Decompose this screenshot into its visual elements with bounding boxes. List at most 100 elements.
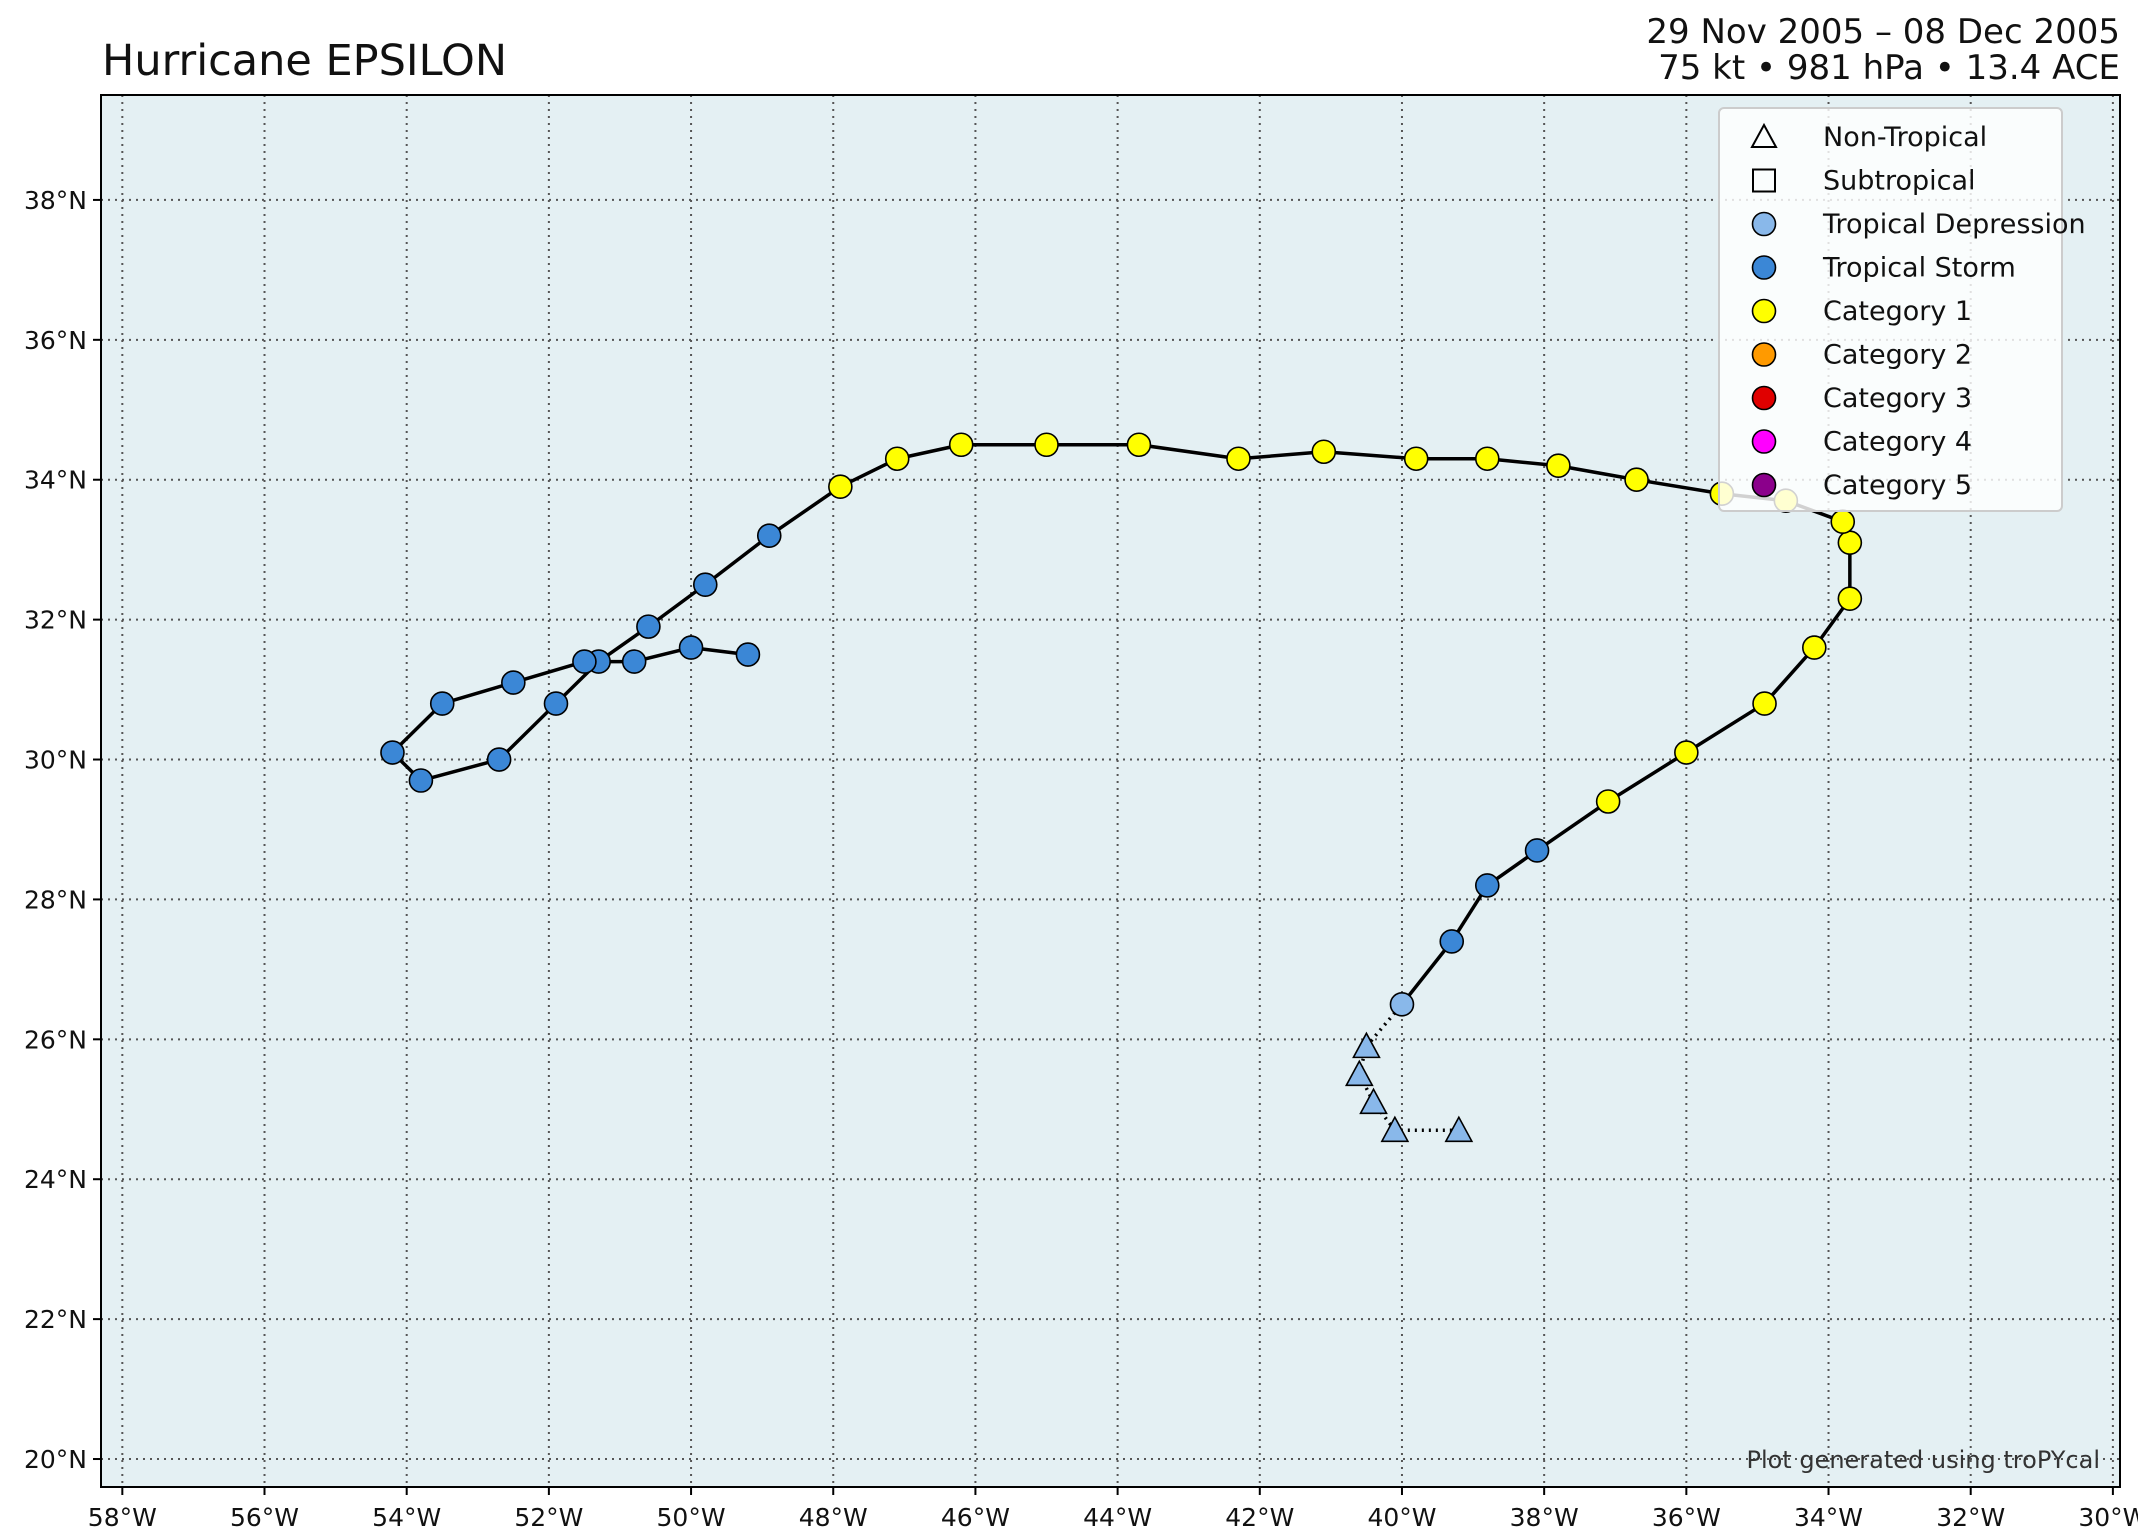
track-point-nontropical: [1344, 1059, 1374, 1087]
legend-marker-square: [1752, 168, 1776, 193]
legend-label: Category 1: [1823, 296, 1972, 327]
track-point: [756, 523, 782, 548]
track-segment: [768, 485, 842, 538]
track-point: [1830, 509, 1856, 534]
legend-label: Tropical Depression: [1822, 209, 2086, 240]
legend-label: Non-Tropical: [1823, 122, 1987, 153]
track-point: [408, 768, 434, 793]
y-tick-label: 28°N: [24, 885, 87, 914]
track-segment: [420, 757, 500, 783]
legend-label: Tropical Storm: [1822, 253, 2016, 284]
track-segment: [441, 680, 514, 706]
legend-marker-circle: [1751, 211, 1777, 237]
x-tick-label: 32°W: [1936, 1503, 2005, 1532]
track-point: [1439, 929, 1465, 954]
legend-marker-circle: [1751, 342, 1777, 367]
track-point: [1126, 432, 1152, 458]
track-point-nontropical: [1352, 1031, 1381, 1059]
track-point: [1546, 453, 1571, 479]
legend-marker-circle: [1751, 298, 1777, 324]
track-point: [948, 432, 974, 458]
y-axis-ticks: 20°N 22°N 24°N 26°N 28°N 30°N 32°N 34°N 36°N 38°N: [24, 186, 101, 1474]
legend-label: Category 3: [1823, 383, 1972, 414]
x-tick-label: 48°W: [799, 1503, 868, 1532]
track-point: [735, 642, 761, 667]
track-segment: [1636, 477, 1723, 496]
track-segment: [1607, 751, 1688, 803]
track-point: [692, 572, 718, 597]
track-point: [1524, 838, 1550, 863]
track-point: [1034, 432, 1059, 458]
y-tick-label: 20°N: [24, 1445, 87, 1474]
legend-label: Category 2: [1823, 340, 1972, 371]
legend-marker-circle: [1751, 472, 1777, 498]
track-point: [1837, 586, 1863, 611]
legend-label: Category 5: [1823, 470, 1972, 501]
y-tick-label: 38°N: [24, 186, 87, 215]
track-point: [1474, 446, 1500, 472]
storm-stats: 75 kt • 981 hPa • 13.4 ACE: [1658, 48, 2120, 88]
track-point: [636, 614, 661, 639]
track-point: [884, 446, 910, 472]
x-tick-label: 40°W: [1367, 1503, 1436, 1532]
credit-text: Plot generated using troPYcal: [1746, 1446, 2100, 1474]
map-title: Hurricane EPSILON: [102, 36, 508, 86]
track-point: [1311, 439, 1337, 465]
legend-marker-circle: [1751, 429, 1777, 454]
track-point: [380, 740, 405, 765]
date-range: 29 Nov 2005 – 08 Dec 2005: [1646, 12, 2120, 52]
map-frame: [100, 94, 2121, 1488]
track-point: [1474, 873, 1500, 898]
track-point: [572, 649, 597, 674]
legend-label: Subtropical: [1823, 166, 1976, 197]
track-point: [1752, 691, 1777, 716]
y-tick-label: 26°N: [24, 1025, 87, 1054]
legend-box: [1718, 107, 2063, 512]
y-tick-label: 32°N: [24, 606, 87, 635]
track-point: [678, 635, 704, 660]
x-axis-ticks: 58°W 56°W 54°W 52°W 50°W 48°W 46°W 44°W 42°W 40°W…: [88, 1487, 2138, 1532]
legend: Non-Tropical Subtropical Tropical Depressi…: [1718, 107, 2086, 512]
x-tick-label: 58°W: [88, 1503, 157, 1532]
track-point: [1802, 635, 1827, 660]
track-point: [1837, 530, 1863, 555]
y-tick-label: 22°N: [24, 1305, 87, 1334]
track-point: [543, 691, 569, 716]
track-point-nontropical: [1444, 1115, 1474, 1143]
legend-label: Category 4: [1823, 427, 1972, 458]
track-segment: [1357, 1073, 1376, 1104]
track-segment: [1323, 449, 1417, 461]
x-tick-label: 36°W: [1652, 1503, 1721, 1532]
track-point: [1674, 740, 1699, 765]
track-segment: [1558, 464, 1637, 482]
track-point: [1403, 446, 1429, 472]
x-tick-label: 50°W: [657, 1503, 726, 1532]
track-point-nontropical: [1359, 1087, 1388, 1115]
track-segment: [1238, 449, 1324, 461]
track-segment: [1400, 940, 1454, 1006]
x-tick-label: 38°W: [1510, 1503, 1579, 1532]
x-tick-label: 34°W: [1794, 1503, 1863, 1532]
x-tick-label: 54°W: [372, 1503, 441, 1532]
track-segment: [512, 659, 585, 685]
y-tick-label: 34°N: [24, 466, 87, 495]
legend-marker-circle: [1751, 385, 1777, 411]
x-tick-label: 52°W: [514, 1503, 583, 1532]
track-segment: [1763, 646, 1816, 705]
track-point: [486, 747, 512, 772]
x-tick-label: 56°W: [230, 1503, 299, 1532]
x-tick-label: 30°W: [2078, 1503, 2138, 1532]
track-point: [501, 670, 526, 695]
y-tick-label: 36°N: [24, 326, 87, 355]
track-point: [1226, 446, 1251, 472]
track-point: [1595, 789, 1621, 814]
track-segment: [1685, 702, 1766, 755]
track-point-nontropical: [1380, 1115, 1410, 1143]
track-segment: [1357, 1045, 1369, 1075]
track-point: [1389, 992, 1415, 1017]
track-segment: [704, 534, 771, 587]
track-point: [429, 691, 455, 716]
track-point: [621, 649, 647, 674]
track-segment: [1138, 443, 1239, 461]
